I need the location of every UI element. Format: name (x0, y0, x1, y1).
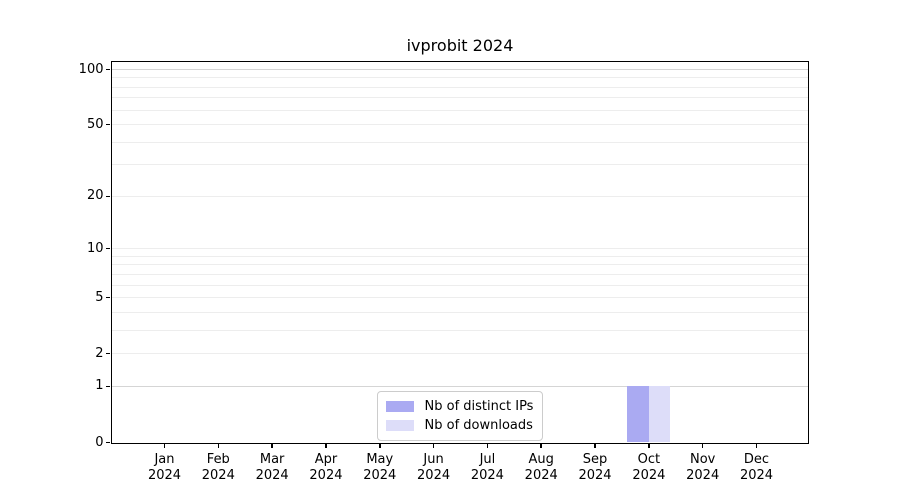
x-tick-mark (379, 442, 381, 448)
y-tick-label: 10 (86, 240, 104, 256)
gridline (111, 273, 808, 275)
y-tick-mark (105, 68, 110, 71)
gridline (111, 109, 808, 111)
gridline (111, 141, 808, 143)
y-tick-mark (105, 296, 110, 299)
x-tick-mark (755, 442, 758, 448)
x-tick-mark (163, 442, 166, 448)
y-tick-label: 1 (95, 378, 104, 394)
x-tick-label: Feb 2024 (201, 451, 235, 484)
gridline (111, 353, 808, 355)
x-tick-label: Jan 2024 (147, 451, 182, 484)
gridline (111, 255, 808, 257)
x-tick-label: May 2024 (363, 451, 397, 484)
gridline (111, 77, 808, 79)
legend-swatch-distinct-ips (385, 400, 414, 412)
gridline (111, 69, 808, 70)
gridline (111, 264, 808, 266)
legend-swatch-downloads (385, 419, 414, 431)
legend-entry: Nb of distinct IPs (385, 397, 534, 416)
legend-label: Nb of distinct IPs (424, 398, 534, 414)
y-tick-label: 50 (86, 116, 104, 132)
y-tick-label: 100 (78, 61, 104, 77)
x-tick-label: Dec 2024 (739, 451, 774, 484)
plot-area: Nb of distinct IPs Nb of downloads 0 1 2 5 10… (79, 60, 809, 483)
x-tick-mark (325, 442, 327, 448)
legend-entry: Nb of downloads (385, 416, 534, 435)
x-tick-mark (594, 442, 596, 448)
x-tick-mark (217, 442, 220, 448)
y-tick-mark (105, 247, 110, 250)
x-tick-label: Apr 2024 (309, 451, 343, 484)
x-tick-label: Jun 2024 (417, 451, 451, 484)
x-tick-mark (648, 442, 650, 448)
gridline (111, 284, 808, 286)
bar-downloads (648, 386, 671, 443)
bar-distinct-ips (627, 386, 649, 443)
gridline (111, 248, 808, 250)
legend: Nb of distinct IPs Nb of downloads (376, 390, 544, 441)
gridline (111, 385, 808, 387)
y-tick-mark (105, 195, 110, 198)
x-tick-label: Sep 2024 (578, 451, 612, 484)
x-tick-label: Jul 2024 (470, 451, 504, 484)
y-tick-mark (105, 352, 110, 355)
gridline (111, 311, 808, 313)
gridline (111, 97, 808, 99)
x-tick-mark (701, 442, 704, 448)
gridline (111, 195, 808, 197)
x-tick-label: Mar 2024 (255, 451, 289, 484)
x-tick-mark (271, 442, 273, 448)
gridline (111, 124, 808, 126)
y-tick-mark (105, 385, 110, 388)
x-tick-label: Aug 2024 (524, 451, 558, 484)
gridline (111, 164, 808, 166)
x-tick-label: Oct 2024 (632, 451, 666, 484)
y-tick-mark (105, 441, 110, 444)
y-tick-label: 2 (95, 345, 104, 361)
x-tick-mark (540, 442, 542, 448)
y-tick-label: 5 (95, 289, 104, 305)
gridline (111, 86, 808, 88)
x-tick-mark (432, 442, 435, 448)
legend-label: Nb of downloads (424, 417, 533, 433)
gridline (111, 329, 808, 331)
y-tick-label: 0 (95, 434, 104, 450)
chart-title: ivprobit 2024 (406, 36, 514, 55)
y-tick-label: 20 (86, 188, 104, 204)
gridline (111, 297, 808, 299)
x-tick-label: Nov 2024 (686, 451, 720, 484)
y-tick-mark (105, 123, 110, 126)
x-tick-mark (486, 442, 489, 448)
